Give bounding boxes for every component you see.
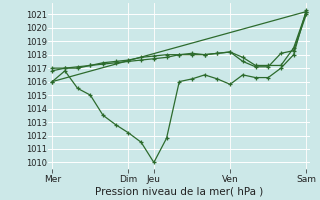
X-axis label: Pression niveau de la mer( hPa ): Pression niveau de la mer( hPa ) [95, 187, 263, 197]
